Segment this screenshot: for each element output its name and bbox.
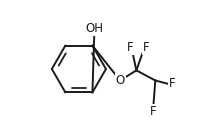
Text: F: F	[143, 41, 150, 54]
Text: OH: OH	[85, 22, 103, 35]
Text: F: F	[169, 77, 176, 90]
Text: F: F	[127, 41, 134, 54]
Text: O: O	[116, 74, 125, 87]
Text: F: F	[150, 105, 157, 118]
